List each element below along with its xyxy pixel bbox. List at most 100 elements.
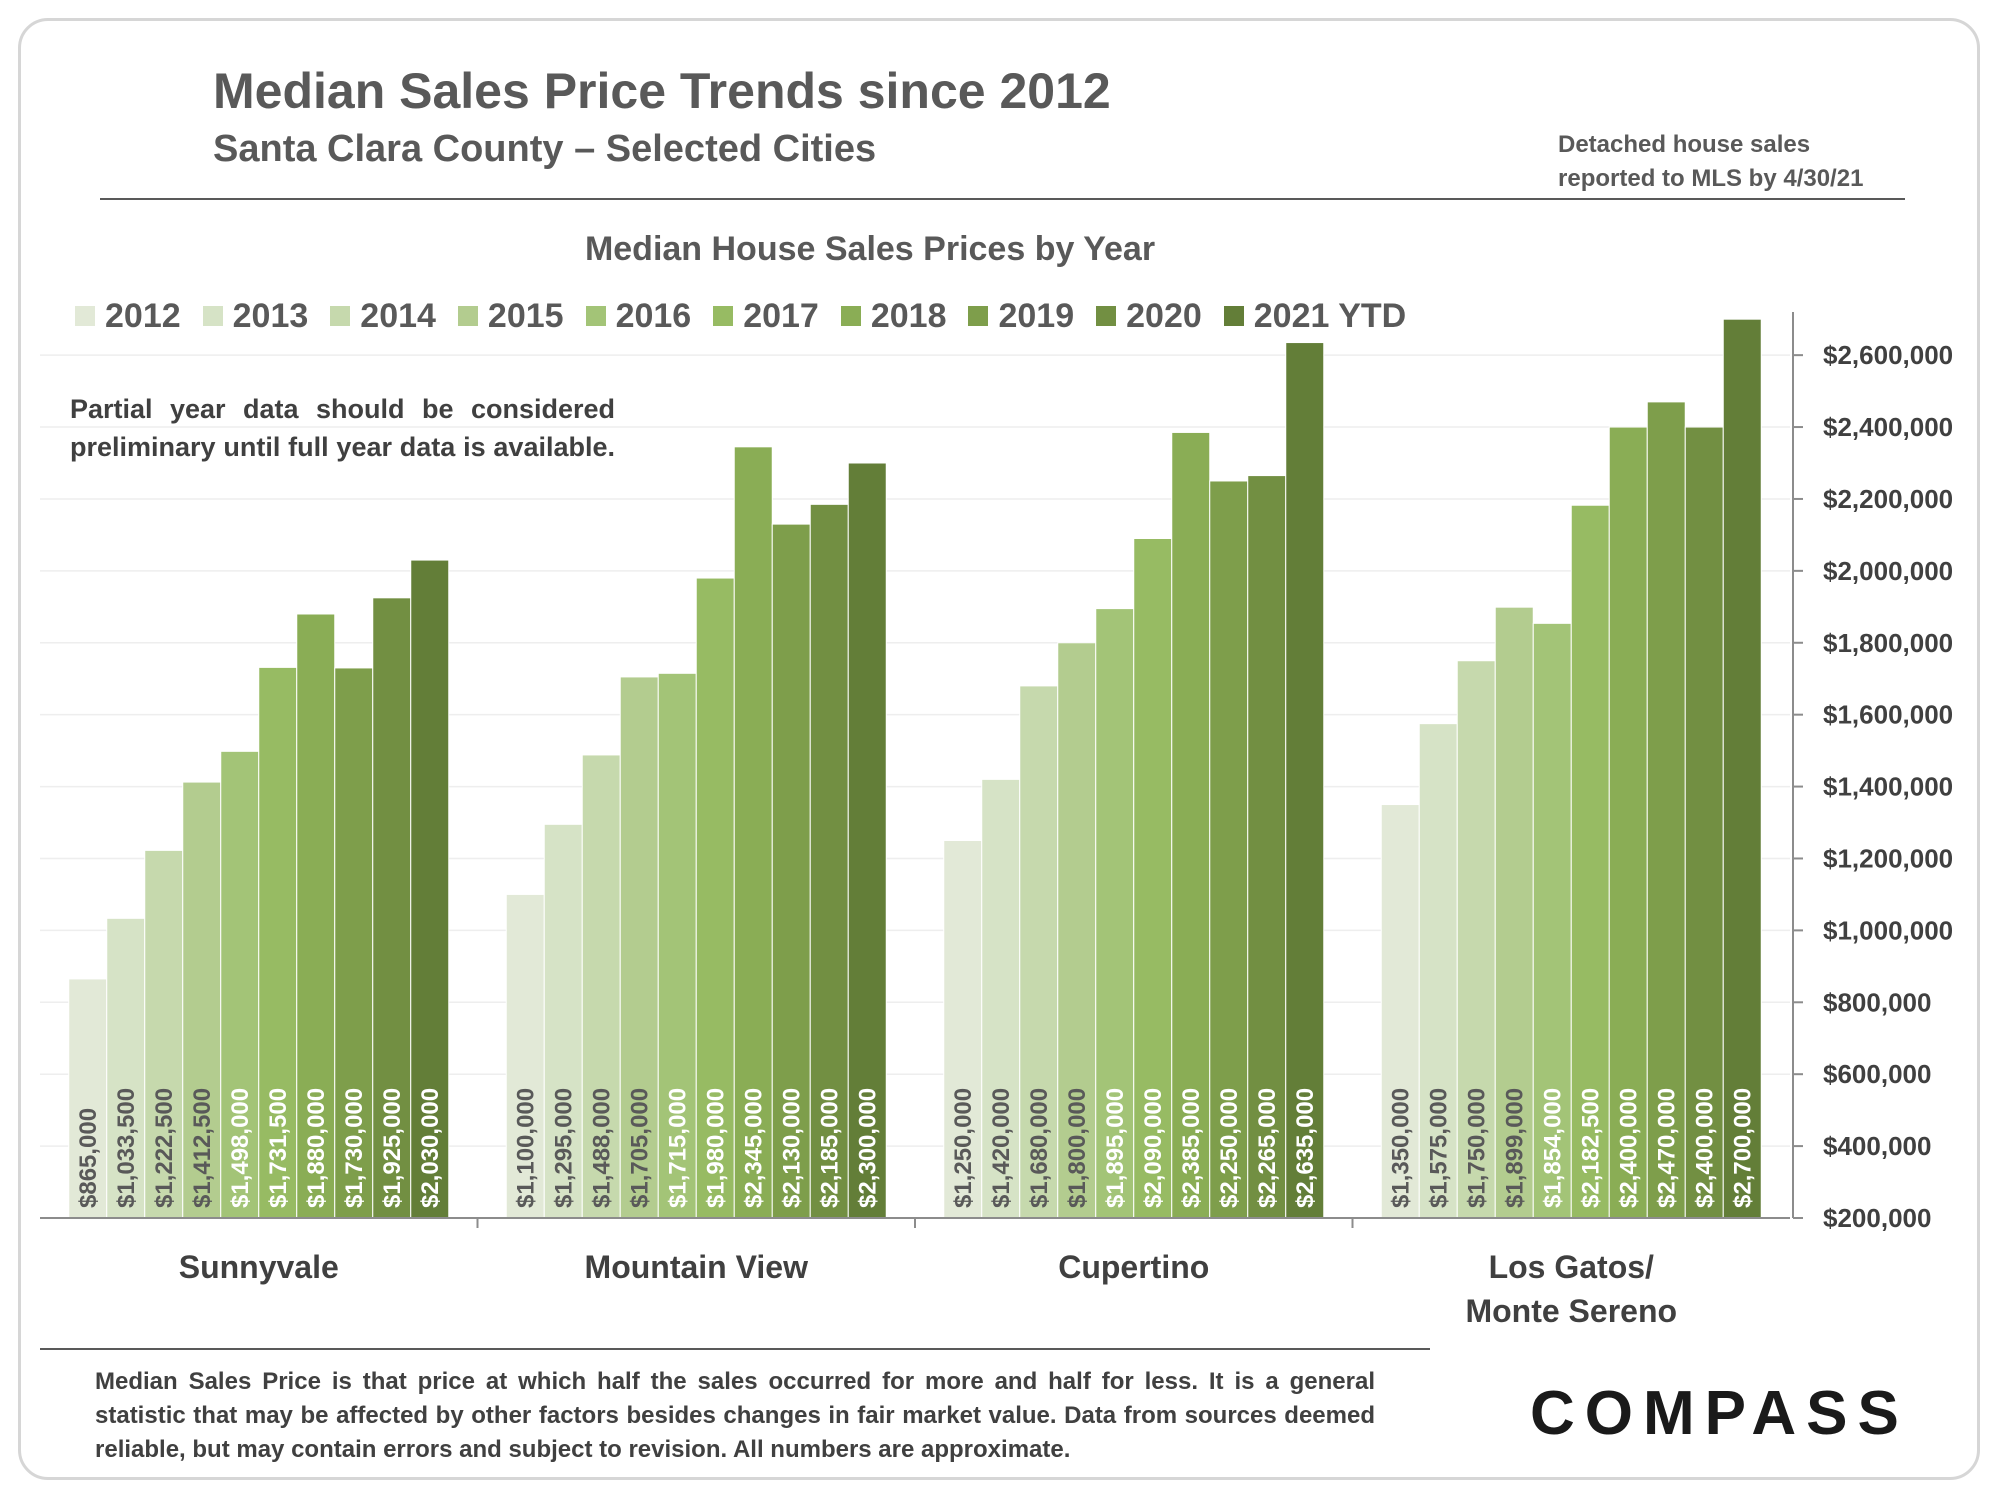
bar [1285, 342, 1325, 1219]
bar [619, 676, 659, 1219]
bar-data-label: $1,980,000 [702, 1088, 729, 1208]
legend-label: 2013 [232, 296, 309, 335]
bar [1722, 318, 1762, 1219]
bar-data-label: $1,250,000 [950, 1088, 977, 1208]
bar-data-label: $1,705,000 [626, 1088, 653, 1208]
bar-data-label: $1,750,000 [1463, 1088, 1490, 1208]
bar-data-label: $2,345,000 [740, 1088, 767, 1208]
bar [1019, 685, 1059, 1219]
bar [505, 893, 545, 1219]
bar [1608, 426, 1648, 1219]
bar-data-label: $2,470,000 [1653, 1088, 1680, 1208]
bar-data-label: $1,033,500 [113, 1088, 140, 1208]
bar [943, 840, 983, 1219]
bar-data-label: $1,412,500 [189, 1088, 216, 1208]
legend-label: 2019 [998, 296, 1075, 335]
bar-data-label: $1,350,000 [1387, 1088, 1414, 1208]
bar [581, 754, 621, 1219]
y-tick-label: $600,000 [1823, 1059, 1931, 1089]
y-tick-label: $1,800,000 [1823, 628, 1953, 658]
legend-label: 2015 [487, 296, 564, 335]
bar-data-label: $1,575,000 [1425, 1088, 1452, 1208]
bar [106, 917, 146, 1219]
y-tick-label: $2,000,000 [1823, 556, 1953, 586]
bar [543, 823, 583, 1219]
x-tick-label: Monte Sereno [1465, 1293, 1677, 1329]
legend-swatch [330, 306, 351, 326]
bar [1570, 504, 1610, 1219]
legend-swatch [75, 306, 95, 326]
legend-swatch [585, 306, 606, 326]
bar-data-label: $2,385,000 [1178, 1088, 1205, 1208]
bar-data-label: $1,854,000 [1539, 1088, 1566, 1208]
legend-item: 2015 [457, 296, 564, 336]
legend-item: 2020 [1096, 297, 1202, 336]
bar-data-label: $1,925,000 [379, 1088, 406, 1208]
data-source-note: Detached house sales reported to MLS by … [1558, 128, 1958, 196]
legend-swatch [202, 306, 223, 326]
bar-data-label: $1,488,000 [588, 1088, 615, 1208]
bar-data-label: $1,715,000 [664, 1088, 691, 1208]
y-tick-label: $1,400,000 [1823, 772, 1953, 802]
bar-data-label: $2,700,000 [1729, 1088, 1756, 1208]
y-tick-label: $2,600,000 [1823, 340, 1953, 370]
bar [372, 597, 412, 1219]
bar [1456, 660, 1496, 1219]
legend-item: 2019 [968, 297, 1074, 336]
legend-label: 2020 [1126, 296, 1202, 335]
legend-label: 2014 [360, 296, 436, 335]
bar-data-label: $2,635,000 [1292, 1088, 1319, 1208]
bar-data-label: $2,250,000 [1216, 1088, 1243, 1208]
y-tick-label: $2,200,000 [1823, 484, 1953, 514]
y-tick-label: $1,000,000 [1823, 915, 1953, 945]
bar-data-label: $2,130,000 [778, 1088, 805, 1208]
bar-data-label: $1,420,000 [988, 1088, 1015, 1208]
data-source-note-line2: reported to MLS by 4/30/21 [1558, 165, 1864, 192]
legend-label: 2012 [105, 296, 181, 335]
legend-item: 2014 [330, 297, 436, 336]
bar [1171, 431, 1211, 1219]
legend-item: 2017 [713, 297, 819, 336]
bar [182, 781, 222, 1219]
y-tick-label: $2,400,000 [1823, 412, 1953, 442]
bar [220, 750, 260, 1219]
legend-swatch [968, 306, 989, 326]
legend-item: 2021 YTD [1223, 296, 1407, 336]
y-tick-label: $1,600,000 [1823, 700, 1953, 730]
legend-swatch [1223, 306, 1244, 326]
bar-data-label: $1,100,000 [512, 1088, 539, 1208]
y-tick-label: $800,000 [1823, 987, 1931, 1017]
header-divider [100, 198, 1905, 200]
x-tick-label: Cupertino [1058, 1249, 1209, 1285]
bar-data-label: $1,899,000 [1501, 1088, 1528, 1208]
bar [733, 446, 773, 1219]
bar-data-label: $2,185,000 [816, 1088, 843, 1208]
bar-data-label: $2,030,000 [417, 1088, 444, 1208]
bar [1209, 480, 1249, 1219]
page-subtitle: Santa Clara County – Selected Cities [213, 128, 877, 170]
bar-data-label: $2,300,000 [854, 1088, 881, 1208]
bar-data-label: $2,090,000 [1140, 1088, 1167, 1208]
bar-data-label: $1,730,000 [341, 1088, 368, 1208]
chart-legend: 2012 2013 2014 2015 2016 2017 2018 2019 2020 2021… [75, 294, 1428, 338]
legend-label: 2021 YTD [1253, 296, 1407, 335]
footer-divider [40, 1348, 1430, 1350]
legend-item: 2012 [75, 297, 181, 336]
y-tick-label: $400,000 [1823, 1131, 1931, 1161]
bar [1380, 804, 1420, 1219]
bar-data-label: $865,000 [75, 1108, 102, 1208]
compass-logo: COMPASS [1530, 1379, 1909, 1448]
chart-title: Median House Sales Prices by Year [584, 230, 1156, 268]
x-tick-label: Sunnyvale [179, 1249, 339, 1285]
bar-data-label: $2,182,500 [1577, 1088, 1604, 1208]
bar-data-label: $1,498,000 [227, 1088, 254, 1208]
bar [1133, 538, 1173, 1219]
bar [1057, 642, 1097, 1219]
bar [847, 462, 887, 1219]
bar [334, 667, 374, 1219]
legend-swatch [1096, 306, 1117, 326]
bar-data-label: $1,222,500 [151, 1088, 178, 1208]
data-source-note-line1: Detached house sales [1558, 131, 1811, 158]
bar-data-label: $1,880,000 [303, 1088, 330, 1208]
bar-data-label: $1,895,000 [1102, 1088, 1129, 1208]
